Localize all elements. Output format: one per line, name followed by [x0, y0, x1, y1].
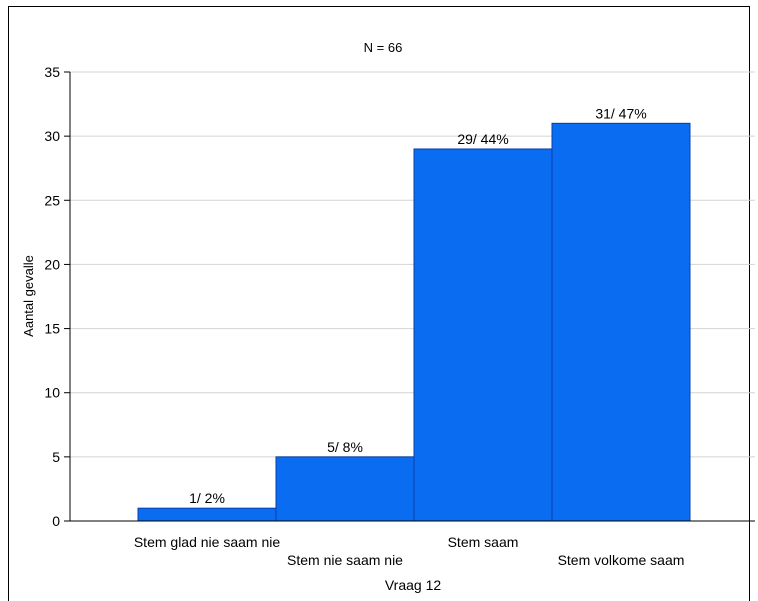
axes: 0 5 10 15 20 25 30 35	[44, 64, 755, 529]
y-tick-label: 15	[44, 321, 60, 337]
data-label: 29/ 44%	[457, 131, 508, 147]
y-tick-label: 10	[44, 385, 60, 401]
chart-title: N = 66	[364, 40, 403, 55]
y-tick-label: 5	[52, 449, 60, 465]
x-tick-label: Stem nie saam nie	[287, 552, 403, 568]
data-label: 5/ 8%	[327, 439, 363, 455]
x-tick-label: Stem glad nie saam nie	[134, 534, 281, 550]
y-tick-label: 25	[44, 192, 60, 208]
y-tick-label: 20	[44, 256, 60, 272]
bar	[137, 507, 277, 522]
x-axis-label: Vraag 12	[385, 577, 442, 593]
bar	[413, 148, 553, 522]
bar	[275, 456, 415, 522]
y-tick-label: 30	[44, 128, 60, 144]
x-tick-label: Stem volkome saam	[558, 552, 685, 568]
data-labels: 1/ 2% Stem glad nie saam nie 5/ 8% Stem nie…	[134, 105, 685, 568]
grid-lines	[70, 71, 755, 458]
x-tick-label: Stem saam	[448, 534, 519, 550]
chart-frame	[8, 6, 750, 601]
y-tick-label: 0	[52, 513, 60, 529]
bar	[551, 122, 691, 522]
bars	[137, 122, 691, 522]
data-label: 31/ 47%	[595, 105, 646, 121]
y-axis-label: Aantal gevalle	[21, 255, 36, 337]
data-label: 1/ 2%	[189, 490, 225, 506]
y-tick-label: 35	[44, 64, 60, 80]
